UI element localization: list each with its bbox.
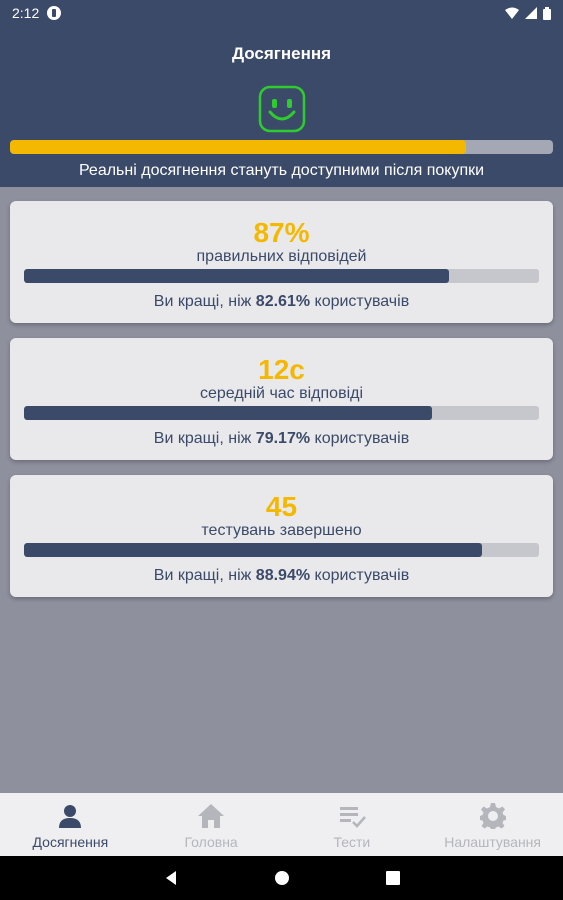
stat-progress-bar <box>24 269 539 283</box>
home-icon <box>198 804 225 828</box>
stat-value: 87% <box>253 217 310 248</box>
comparison-suffix: користувачів <box>314 430 410 447</box>
stat-card-average-time: 12с середній час відповіді Ви кращі, ніж… <box>10 338 553 460</box>
stat-progress-bar <box>24 543 539 557</box>
comparison-prefix: Ви кращі, ніж <box>153 430 252 447</box>
stat-progress-fill <box>24 406 432 420</box>
comparison-suffix: користувачів <box>314 567 410 584</box>
comparison-percent: 79.17% <box>255 430 311 447</box>
achievement-progress-fill <box>10 140 467 154</box>
stat-value: 12с <box>258 354 305 385</box>
comparison-suffix: користувачів <box>314 293 410 310</box>
stat-value: 45 <box>265 491 298 522</box>
nav-label: Налаштування <box>444 834 541 850</box>
achievements-header: Досягнення Реальні досягнення стануть до… <box>0 26 563 187</box>
comparison-percent: 88.94% <box>255 567 311 584</box>
stat-progress-bar <box>24 406 539 420</box>
signal-icon <box>525 7 537 19</box>
app-notification-icon <box>47 6 62 20</box>
nav-label: Головна <box>184 834 238 850</box>
gear-icon <box>479 803 506 829</box>
status-time: 2:12 <box>12 5 40 21</box>
home-circle-icon[interactable] <box>274 870 290 886</box>
stat-label: середній час відповіді <box>199 385 364 402</box>
achievement-progress-bar <box>10 140 553 154</box>
nav-item-settings[interactable]: Налаштування <box>422 793 563 856</box>
wifi-icon <box>505 7 519 19</box>
page-title: Досягнення <box>231 44 332 63</box>
checklist-icon <box>339 807 366 828</box>
stat-comparison: Ви кращі, ніж 79.17% користувачів <box>10 430 553 448</box>
back-icon[interactable] <box>163 870 179 886</box>
stat-comparison: Ви кращі, ніж 82.61% користувачів <box>10 293 553 311</box>
status-bar: 2:12 <box>0 0 563 26</box>
nav-item-achievements[interactable]: Досягнення <box>0 793 141 856</box>
comparison-percent: 82.61% <box>255 293 311 310</box>
recents-icon[interactable] <box>385 870 401 886</box>
stat-label: тестувань завершено <box>201 522 362 539</box>
nav-label: Тести <box>333 834 371 850</box>
stat-progress-fill <box>24 543 483 557</box>
system-navigation-bar <box>0 856 563 900</box>
comparison-prefix: Ви кращі, ніж <box>153 293 252 310</box>
stat-label: правильних відповідей <box>196 248 367 265</box>
smile-icon <box>258 85 306 133</box>
nav-item-tests[interactable]: Тести <box>282 793 423 856</box>
comparison-prefix: Ви кращі, ніж <box>153 567 252 584</box>
bottom-navigation: Досягнення Головна Тести Налаштування <box>0 793 563 856</box>
nav-label: Досягнення <box>32 834 109 850</box>
nav-item-home[interactable]: Головна <box>141 793 282 856</box>
purchase-note: Реальні досягнення стануть доступними пі… <box>78 162 485 179</box>
status-icons <box>505 6 551 20</box>
stat-progress-fill <box>24 269 450 283</box>
stat-comparison: Ви кращі, ніж 88.94% користувачів <box>10 567 553 585</box>
battery-icon <box>543 6 551 20</box>
stat-card-tests-completed: 45 тестувань завершено Ви кращі, ніж 88.… <box>10 475 553 597</box>
person-icon <box>59 805 82 828</box>
stat-card-correct-answers: 87% правильних відповідей Ви кращі, ніж … <box>10 201 553 323</box>
